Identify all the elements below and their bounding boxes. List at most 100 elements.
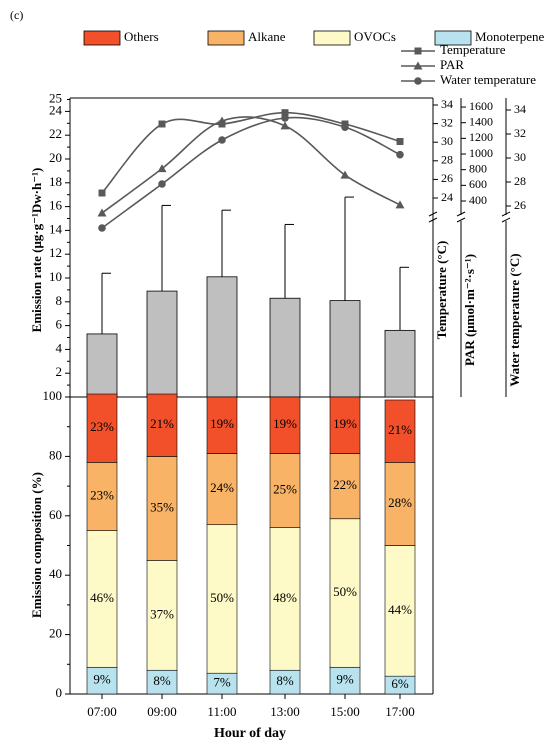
comp-label-monoterpene-2: 7% <box>213 675 231 690</box>
par-axis-break-b <box>456 217 466 223</box>
legend-label-3: Monoterpene <box>475 29 545 44</box>
temp-axis-tick-label-3: 30 <box>441 134 453 148</box>
series-marker-0-5 <box>396 138 404 146</box>
rate-bar-1 <box>146 290 178 398</box>
temp-axis-tick-label-4: 32 <box>441 115 453 129</box>
water-axis-tick-label-2: 30 <box>514 150 526 164</box>
comp-label-monoterpene-1: 8% <box>153 673 171 688</box>
par-axis-break-a <box>456 211 466 217</box>
series-marker-1-1 <box>157 164 167 173</box>
comp-seg-others-5 <box>384 399 416 463</box>
temp-axis-tick-label-0: 24 <box>441 190 453 204</box>
par-axis-tick-label-0: 400 <box>469 193 487 207</box>
series-marker-2-0 <box>98 224 106 232</box>
series-marker-2-3 <box>281 114 289 122</box>
rate-tick-label-2: 4 <box>56 340 63 355</box>
series-marker-2-4 <box>341 123 349 131</box>
comp-seg-others-0 <box>86 393 118 463</box>
line-legend-label-1: PAR <box>440 57 464 72</box>
series-line-2 <box>101 116 401 229</box>
comp-label-ovocs-5: 44% <box>388 602 412 617</box>
x-tick-label-3: 13:00 <box>270 704 300 719</box>
comp-seg-others-4 <box>329 396 361 454</box>
water-axis-break-b <box>501 217 511 223</box>
comp-label-others-0: 23% <box>90 419 114 434</box>
line-legend-marker-0 <box>414 47 422 55</box>
par-axis-tick-label-5: 1400 <box>469 114 493 128</box>
rate-tick-label-6: 12 <box>49 245 62 260</box>
x-tick-label-0: 07:00 <box>87 704 117 719</box>
comp-seg-alkane-4 <box>329 453 361 520</box>
comp-seg-alkane-5 <box>384 462 416 546</box>
rate-tick-label-4: 8 <box>56 293 63 308</box>
comp-tick-label-1: 20 <box>49 626 62 641</box>
comp-label-alkane-5: 28% <box>388 495 412 510</box>
comp-seg-alkane-1 <box>146 456 178 561</box>
legend-label-0: Others <box>124 29 159 44</box>
comp-seg-others-3 <box>269 396 301 454</box>
comp-label-ovocs-0: 46% <box>90 590 114 605</box>
rate-bar-2 <box>206 276 238 398</box>
x-axis-title: Hour of day <box>214 726 286 741</box>
comp-label-ovocs-2: 50% <box>210 590 234 605</box>
comp-seg-ovocs-1 <box>146 560 178 671</box>
water-axis-break-a <box>501 211 511 217</box>
comp-label-alkane-1: 35% <box>150 499 174 514</box>
series-marker-1-2 <box>217 116 227 125</box>
comp-label-alkane-4: 22% <box>333 477 357 492</box>
rate-tick-label-3: 6 <box>56 317 63 332</box>
rate-axis-title: Emission rate (μg·g⁻¹Dw·h⁻¹) <box>29 168 44 333</box>
comp-axis-title: Emission composition (%) <box>29 472 44 618</box>
temp-axis-tick-label-2: 28 <box>441 153 453 167</box>
rate-tick-label-12: 24 <box>49 102 63 117</box>
par-axis-tick-label-3: 1000 <box>469 146 493 160</box>
comp-label-others-3: 19% <box>273 416 297 431</box>
par-axis-tick-label-1: 600 <box>469 177 487 191</box>
comp-label-others-4: 19% <box>333 416 357 431</box>
rate-tick-label-5: 10 <box>49 269 62 284</box>
temp-axis-title: Temperature (°C) <box>434 241 449 340</box>
rate-bar-0 <box>86 333 118 398</box>
comp-seg-alkane-3 <box>269 453 301 528</box>
water-axis-tick-label-4: 34 <box>514 102 526 116</box>
comp-label-ovocs-4: 50% <box>333 584 357 599</box>
rate-tick-label-10: 20 <box>49 150 62 165</box>
comp-seg-monoterpene-4 <box>329 666 361 695</box>
comp-label-monoterpene-3: 8% <box>276 673 294 688</box>
legend-swatch-1 <box>207 30 245 46</box>
temp-axis-tick-label-5: 34 <box>441 97 453 111</box>
series-marker-0-1 <box>158 120 166 128</box>
water-axis-tick-label-0: 26 <box>514 198 526 212</box>
series-marker-2-2 <box>218 136 226 144</box>
rate-bar-5 <box>384 329 416 398</box>
par-axis-tick-label-6: 1600 <box>469 99 493 113</box>
comp-label-alkane-3: 25% <box>273 482 297 497</box>
comp-label-ovocs-3: 48% <box>273 590 297 605</box>
x-tick-label-2: 11:00 <box>207 704 236 719</box>
par-axis-title: PAR (μmol·m⁻²·s⁻¹) <box>462 254 477 366</box>
rate-tick-label-top: 25 <box>49 90 62 105</box>
comp-tick-label-0: 0 <box>56 685 63 700</box>
legend-swatch-3 <box>434 30 472 46</box>
line-legend-marker-2 <box>414 77 422 85</box>
comp-label-monoterpene-4: 9% <box>336 672 354 687</box>
comp-label-others-5: 21% <box>388 422 412 437</box>
series-marker-1-3 <box>280 121 290 130</box>
line-legend-label-0: Temperature <box>440 42 506 57</box>
comp-seg-ovocs-4 <box>329 518 361 668</box>
water-axis-title: Water temperature (°C) <box>507 253 522 386</box>
comp-label-alkane-0: 23% <box>90 487 114 502</box>
comp-seg-alkane-0 <box>86 462 118 531</box>
comp-tick-label-4: 80 <box>49 447 62 462</box>
series-marker-1-0 <box>97 208 107 217</box>
comp-label-monoterpene-5: 6% <box>391 676 409 691</box>
comp-label-monoterpene-0: 9% <box>93 672 111 687</box>
x-tick-label-4: 15:00 <box>330 704 360 719</box>
series-marker-1-4 <box>340 170 350 179</box>
temp-axis-break-a <box>428 211 438 217</box>
par-axis-tick-label-2: 800 <box>469 161 487 175</box>
rate-bar-3 <box>269 297 301 398</box>
water-axis-tick-label-3: 32 <box>514 126 526 140</box>
